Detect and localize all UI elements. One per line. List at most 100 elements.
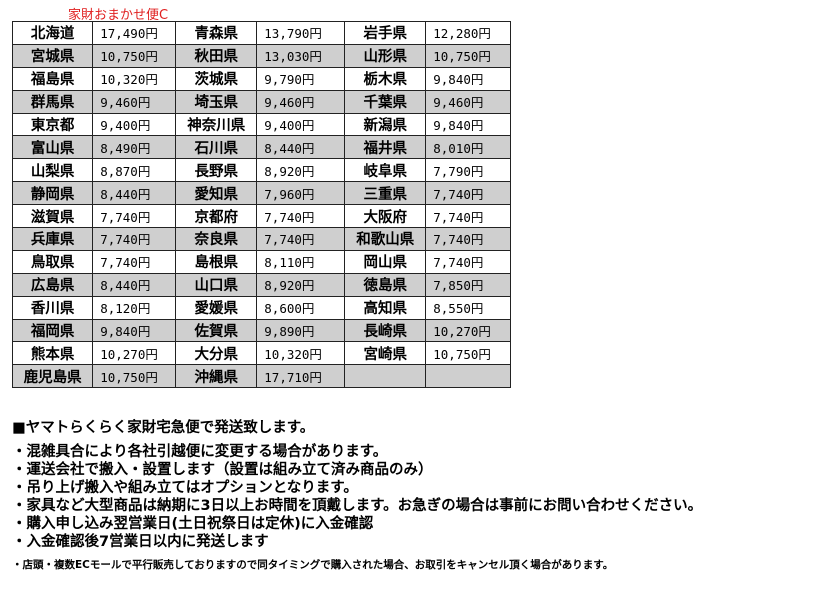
prefecture-cell: 山形県: [344, 43, 427, 68]
price-cell: 9,840円: [425, 66, 511, 91]
price-cell: 9,840円: [425, 112, 511, 137]
price-cell: 8,550円: [425, 295, 511, 320]
prefecture-cell: 北海道: [11, 21, 94, 45]
prefecture-cell: 愛知県: [175, 181, 258, 206]
price-cell: 13,030円: [256, 43, 346, 68]
price-cell: 7,740円: [425, 204, 511, 229]
price-cell: 17,710円: [256, 364, 346, 389]
prefecture-cell: 島根県: [175, 249, 258, 274]
price-cell: 8,440円: [256, 135, 346, 160]
prefecture-cell: 青森県: [175, 21, 258, 45]
prefecture-cell: 長野県: [175, 158, 258, 183]
price-cell: 13,790円: [256, 21, 346, 45]
prefecture-cell: 栃木県: [344, 66, 427, 91]
note-item: ・入金確認後7営業日以内に発送します: [12, 534, 269, 550]
price-cell: 9,400円: [256, 112, 346, 137]
price-cell: 9,790円: [256, 66, 346, 91]
prefecture-cell: 香川県: [11, 295, 94, 320]
prefecture-cell: 富山県: [11, 135, 94, 160]
prefecture-cell: 佐賀県: [175, 318, 258, 343]
prefecture-cell: 石川県: [175, 135, 258, 160]
price-cell: 7,740円: [425, 227, 511, 251]
note-item: ・運送会社で搬入・設置します（設置は組み立て済み商品のみ）: [12, 462, 433, 478]
prefecture-cell: 大阪府: [344, 204, 427, 229]
price-cell: 8,110円: [256, 249, 346, 274]
prefecture-cell: 岩手県: [344, 21, 427, 45]
price-cell: 17,490円: [92, 21, 177, 45]
price-cell: 9,890円: [256, 318, 346, 343]
price-cell: 8,870円: [92, 158, 177, 183]
price-cell: 10,750円: [425, 341, 511, 366]
note-item: ・家具など大型商品は納期に3日以上お時間を頂戴します。お急ぎの場合は事前にお問い…: [12, 498, 703, 514]
prefecture-cell: 熊本県: [11, 341, 94, 366]
table-row: 富山県 8,490円 石川県 8,440円 福井県 8,010円: [11, 135, 511, 160]
prefecture-cell: 千葉県: [344, 89, 427, 114]
prefecture-cell: 沖縄県: [175, 364, 258, 389]
table-row: 東京都 9,400円 神奈川県 9,400円 新潟県 9,840円: [11, 112, 511, 137]
price-cell: 8,010円: [425, 135, 511, 160]
price-cell: 12,280円: [425, 21, 511, 45]
prefecture-cell: 福島県: [11, 66, 94, 91]
prefecture-cell: 長崎県: [344, 318, 427, 343]
price-cell: 9,460円: [92, 89, 177, 114]
note-item: ・吊り上げ搬入や組み立てはオプションとなります。: [12, 480, 358, 496]
table-row: 香川県 8,120円 愛媛県 8,600円 高知県 8,550円: [11, 295, 511, 320]
table-row: 鳥取県 7,740円 島根県 8,110円 岡山県 7,740円: [11, 249, 511, 274]
prefecture-cell: 三重県: [344, 181, 427, 206]
table-row: 滋賀県 7,740円 京都府 7,740円 大阪府 7,740円: [11, 204, 511, 229]
price-cell: 10,750円: [92, 43, 177, 68]
price-cell: 7,740円: [92, 204, 177, 229]
price-cell: 8,920円: [256, 272, 346, 297]
prefecture-cell: 新潟県: [344, 112, 427, 137]
prefecture-cell: 和歌山県: [344, 227, 427, 251]
prefecture-cell: 京都府: [175, 204, 258, 229]
table-row: 静岡県 8,440円 愛知県 7,960円 三重県 7,740円: [11, 181, 511, 206]
note-item: ・購入申し込み翌営業日(土日祝祭日は定休)に入金確認: [12, 516, 374, 532]
price-cell: 7,740円: [92, 249, 177, 274]
prefecture-cell: 福岡県: [11, 318, 94, 343]
prefecture-cell: 山口県: [175, 272, 258, 297]
price-cell: 7,850円: [425, 272, 511, 297]
prefecture-cell: 岐阜県: [344, 158, 427, 183]
table-caption: 家財おまかせ便C: [68, 8, 169, 23]
prefecture-cell: 東京都: [11, 112, 94, 137]
table-row: 宮城県 10,750円 秋田県 13,030円 山形県 10,750円: [11, 43, 511, 68]
price-cell: 10,750円: [92, 364, 177, 389]
price-cell: 9,840円: [92, 318, 177, 343]
prefecture-cell: 宮崎県: [344, 341, 427, 366]
prefecture-cell: 静岡県: [11, 181, 94, 206]
prefecture-cell: 徳島県: [344, 272, 427, 297]
price-cell: 9,400円: [92, 112, 177, 137]
prefecture-cell: 鳥取県: [11, 249, 94, 274]
price-cell: 8,120円: [92, 295, 177, 320]
notes-footnote: ・店頭・複数ECモールで平行販売しておりますので同タイミングで購入された場合、お…: [12, 559, 614, 571]
price-cell: 7,740円: [256, 227, 346, 251]
shipping-notes: ■ヤマトらくらく家財宅急便で発送致します。 ・混雑具合により各社引越便に変更する…: [12, 416, 702, 572]
price-cell: 8,440円: [92, 181, 177, 206]
prefecture-cell: 山梨県: [11, 158, 94, 183]
price-cell: 7,740円: [92, 227, 177, 251]
price-cell: 9,460円: [256, 89, 346, 114]
prefecture-cell: 茨城県: [175, 66, 258, 91]
price-cell: 10,320円: [92, 66, 177, 91]
price-cell: 7,740円: [425, 181, 511, 206]
table-row: 福島県 10,320円 茨城県 9,790円 栃木県 9,840円: [11, 66, 511, 91]
table-row: 鹿児島県 10,750円 沖縄県 17,710円: [11, 364, 511, 389]
prefecture-cell: 福井県: [344, 135, 427, 160]
table-row: 熊本県 10,270円 大分県 10,320円 宮崎県 10,750円: [11, 341, 511, 366]
prefecture-cell: 岡山県: [344, 249, 427, 274]
price-cell: 8,490円: [92, 135, 177, 160]
price-cell: 9,460円: [425, 89, 511, 114]
price-cell: 10,320円: [256, 341, 346, 366]
table-row: 北海道 17,490円 青森県 13,790円 岩手県 12,280円: [11, 21, 511, 45]
price-cell: 7,790円: [425, 158, 511, 183]
prefecture-cell: 神奈川県: [175, 112, 258, 137]
price-cell: 7,740円: [256, 204, 346, 229]
note-item: ・混雑具合により各社引越便に変更する場合があります。: [12, 444, 388, 460]
price-cell: 10,270円: [425, 318, 511, 343]
table-row: 広島県 8,440円 山口県 8,920円 徳島県 7,850円: [11, 272, 511, 297]
price-cell: 8,600円: [256, 295, 346, 320]
prefecture-cell: 高知県: [344, 295, 427, 320]
table-row: 兵庫県 7,740円 奈良県 7,740円 和歌山県 7,740円: [11, 227, 511, 251]
prefecture-cell: [344, 364, 427, 389]
